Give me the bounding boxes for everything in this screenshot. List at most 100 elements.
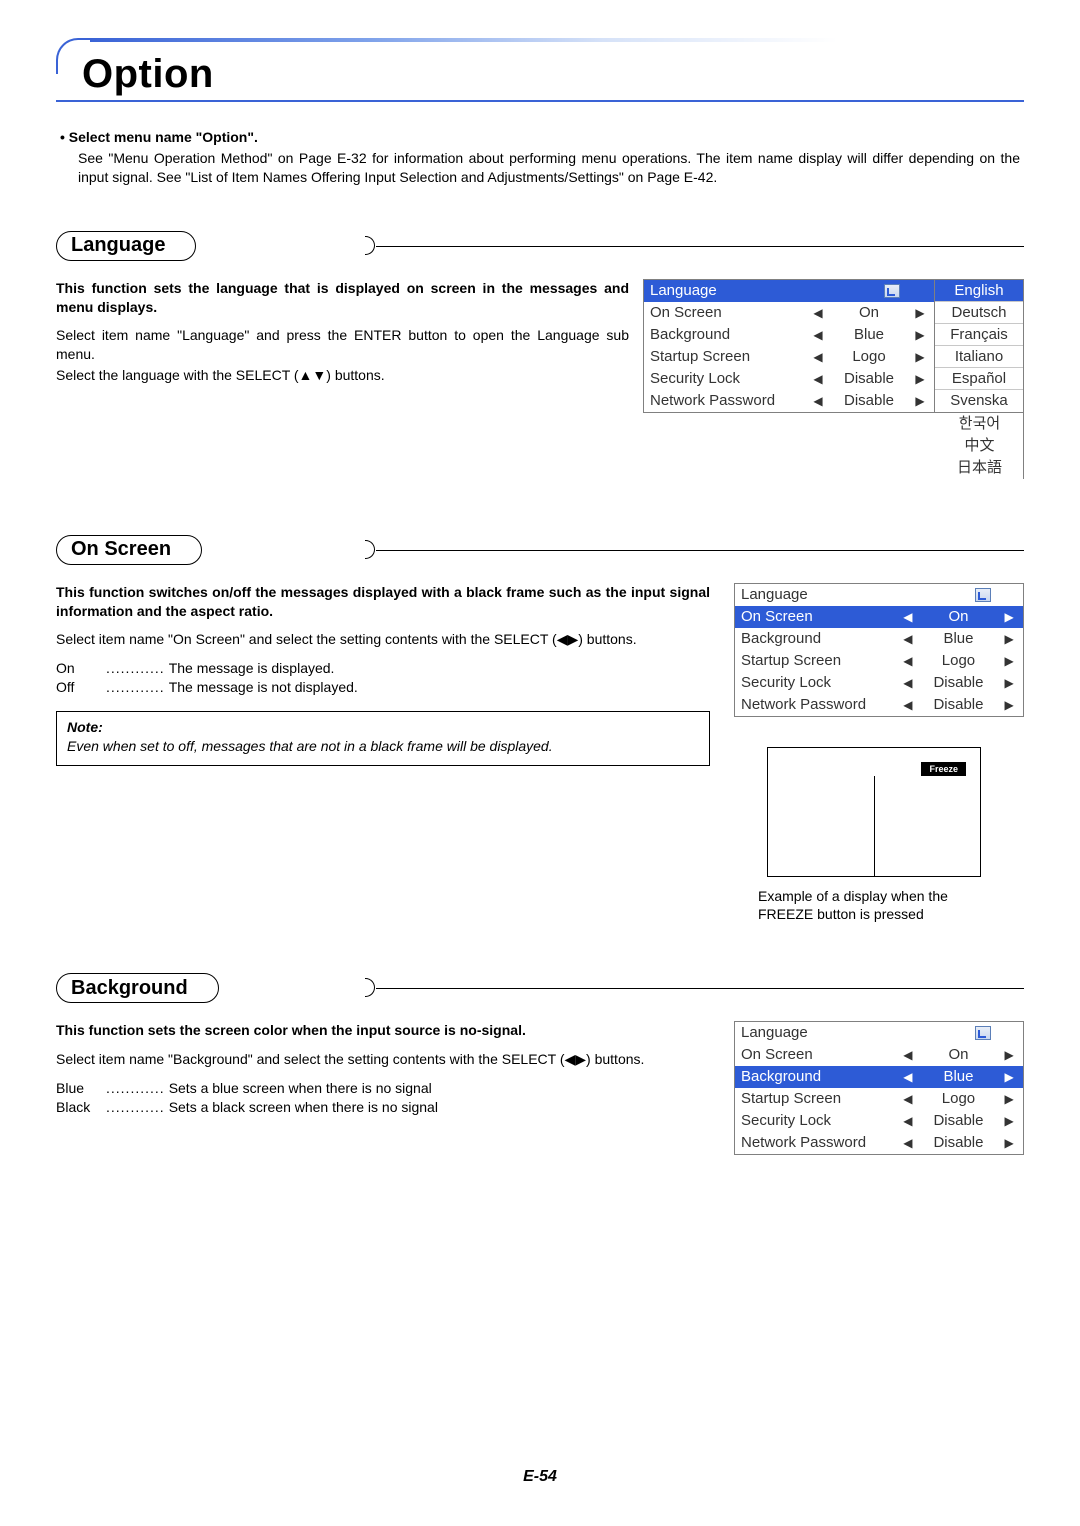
menu-row-value: Disable xyxy=(922,1110,995,1132)
triangle-left-icon: ◀ xyxy=(894,628,922,650)
triangle-right-icon: ▶ xyxy=(906,324,934,346)
section-heading: On Screen xyxy=(56,535,1024,565)
definition-dots: ............ xyxy=(102,659,169,678)
menu-row: Network Password◀Disable▶ xyxy=(644,390,935,412)
section-title: Language xyxy=(71,234,165,257)
menu-row-label: Language xyxy=(735,1022,895,1044)
triangle-left-icon: ◀ xyxy=(894,1066,922,1088)
triangle-left-icon: ◀ xyxy=(894,694,922,716)
definition-dots: ............ xyxy=(102,1098,169,1117)
triangle-left-icon: ◀ xyxy=(894,1110,922,1132)
menu-row: On Screen◀On▶ xyxy=(735,606,1024,628)
page-number: E-54 xyxy=(0,1468,1080,1486)
menu-row: Network Password◀Disable▶ xyxy=(735,694,1024,716)
freeze-tag: Freeze xyxy=(921,762,966,776)
menu-row-value: Disable xyxy=(922,1132,995,1154)
triangle-right-icon: ▶ xyxy=(906,390,934,412)
menu-row-label: Security Lock xyxy=(735,1110,894,1132)
menu-row-value: Disable xyxy=(922,672,995,694)
menu-row: Language xyxy=(735,584,1024,606)
language-item: Svenska xyxy=(935,390,1023,412)
chapter-title: Option xyxy=(82,52,214,97)
triangle-right-icon: ▶ xyxy=(995,650,1023,672)
menu-panel-background: LanguageOn Screen◀On▶Background◀Blue▶Sta… xyxy=(724,1021,1024,1155)
intro-block: • Select menu name "Option". See "Menu O… xyxy=(60,128,1020,187)
menu-row-value: On xyxy=(922,1044,995,1066)
menu-row: On Screen◀On▶ xyxy=(735,1044,1024,1066)
language-list: EnglishDeutschFrançaisItalianoEspañolSve… xyxy=(935,279,1024,413)
triangle-right-icon: ▶ xyxy=(995,694,1023,716)
pill-close xyxy=(365,540,375,559)
menu-row: Startup Screen◀Logo▶ xyxy=(735,1088,1024,1110)
section-bold: This function sets the language that is … xyxy=(56,279,629,317)
section-rule xyxy=(376,988,1024,989)
menu-row: Network Password◀Disable▶ xyxy=(735,1132,1024,1154)
menu-panel-language: LanguageOn Screen◀On▶Background◀Blue▶Sta… xyxy=(643,279,1024,479)
pill-close xyxy=(365,978,375,997)
menu-row-value: Disable xyxy=(832,368,906,390)
menu-row-label: Language xyxy=(735,584,895,606)
section-rule xyxy=(376,550,1024,551)
section-title-pill: Language xyxy=(56,231,196,261)
triangle-left-icon: ◀ xyxy=(804,390,832,412)
triangle-right-icon: ▶ xyxy=(906,346,934,368)
chapter-heading: Option xyxy=(56,38,1024,102)
enter-icon xyxy=(895,584,997,606)
menu-row: Startup Screen◀Logo▶ xyxy=(644,346,935,368)
menu-row-label: Startup Screen xyxy=(644,346,804,368)
menu-row-value: Blue xyxy=(832,324,906,346)
menu-row-value: Disable xyxy=(922,694,995,716)
menu-row-label: Language xyxy=(644,280,804,302)
triangle-left-icon: ◀ xyxy=(894,672,922,694)
section-rule xyxy=(376,246,1024,247)
triangle-right-icon: ▶ xyxy=(995,1132,1023,1154)
section-text: This function switches on/off the messag… xyxy=(56,583,710,923)
menu-row-label: On Screen xyxy=(735,1044,894,1066)
menu-row-label: Background xyxy=(735,628,894,650)
definition-row: On............The message is displayed. xyxy=(56,659,710,678)
section-bold: This function sets the screen color when… xyxy=(56,1021,710,1040)
section-p1: Select item name "Language" and press th… xyxy=(56,326,629,364)
note-label: Note: xyxy=(67,718,699,737)
note-body: Even when set to off, messages that are … xyxy=(67,737,699,755)
triangle-left-icon: ◀ xyxy=(894,1088,922,1110)
menu-row: On Screen◀On▶ xyxy=(644,302,935,324)
definition-row: Black............Sets a black screen whe… xyxy=(56,1098,710,1117)
language-item: 中文 xyxy=(936,435,1024,457)
definition-value: Sets a blue screen when there is no sign… xyxy=(169,1079,710,1098)
definition-value: The message is not displayed. xyxy=(169,678,710,697)
enter-glyph-icon xyxy=(975,1026,991,1040)
menu-row-value: Blue xyxy=(922,628,995,650)
menu-row-label: Background xyxy=(644,324,804,346)
menu-row: Security Lock◀Disable▶ xyxy=(735,672,1024,694)
section-p1: Select item name "Background" and select… xyxy=(56,1050,710,1069)
menu-row-label: Security Lock xyxy=(735,672,894,694)
language-item: Deutsch xyxy=(935,302,1023,324)
triangle-left-icon: ◀ xyxy=(894,1132,922,1154)
section-p1: Select item name "On Screen" and select … xyxy=(56,630,710,649)
menu-row-label: Network Password xyxy=(735,694,894,716)
menu-row-label: Startup Screen xyxy=(735,1088,894,1110)
enter-icon xyxy=(895,1022,997,1044)
language-item: 日本語 xyxy=(936,457,1024,479)
menu-row: Background◀Blue▶ xyxy=(644,324,935,346)
menu-row: Security Lock◀Disable▶ xyxy=(735,1110,1024,1132)
option-menu: LanguageOn Screen◀On▶Background◀Blue▶Sta… xyxy=(734,583,1024,717)
menu-row-value: Logo xyxy=(922,1088,995,1110)
menu-row: Background◀Blue▶ xyxy=(735,1066,1024,1088)
section-language: Language This function sets the language… xyxy=(56,231,1024,479)
triangle-right-icon: ▶ xyxy=(995,1066,1023,1088)
menu-row-label: Startup Screen xyxy=(735,650,894,672)
triangle-right-icon: ▶ xyxy=(995,1110,1023,1132)
section-heading: Background xyxy=(56,973,1024,1003)
definition-key: Blue xyxy=(56,1079,102,1098)
menu-row-value: Disable xyxy=(832,390,906,412)
enter-glyph-icon xyxy=(884,284,900,298)
language-item: Español xyxy=(935,368,1023,390)
definition-value: The message is displayed. xyxy=(169,659,710,678)
definition-row: Blue............Sets a blue screen when … xyxy=(56,1079,710,1098)
section-heading: Language xyxy=(56,231,1024,261)
triangle-right-icon: ▶ xyxy=(906,368,934,390)
triangle-left-icon: ◀ xyxy=(804,324,832,346)
menu-row-value: Logo xyxy=(922,650,995,672)
